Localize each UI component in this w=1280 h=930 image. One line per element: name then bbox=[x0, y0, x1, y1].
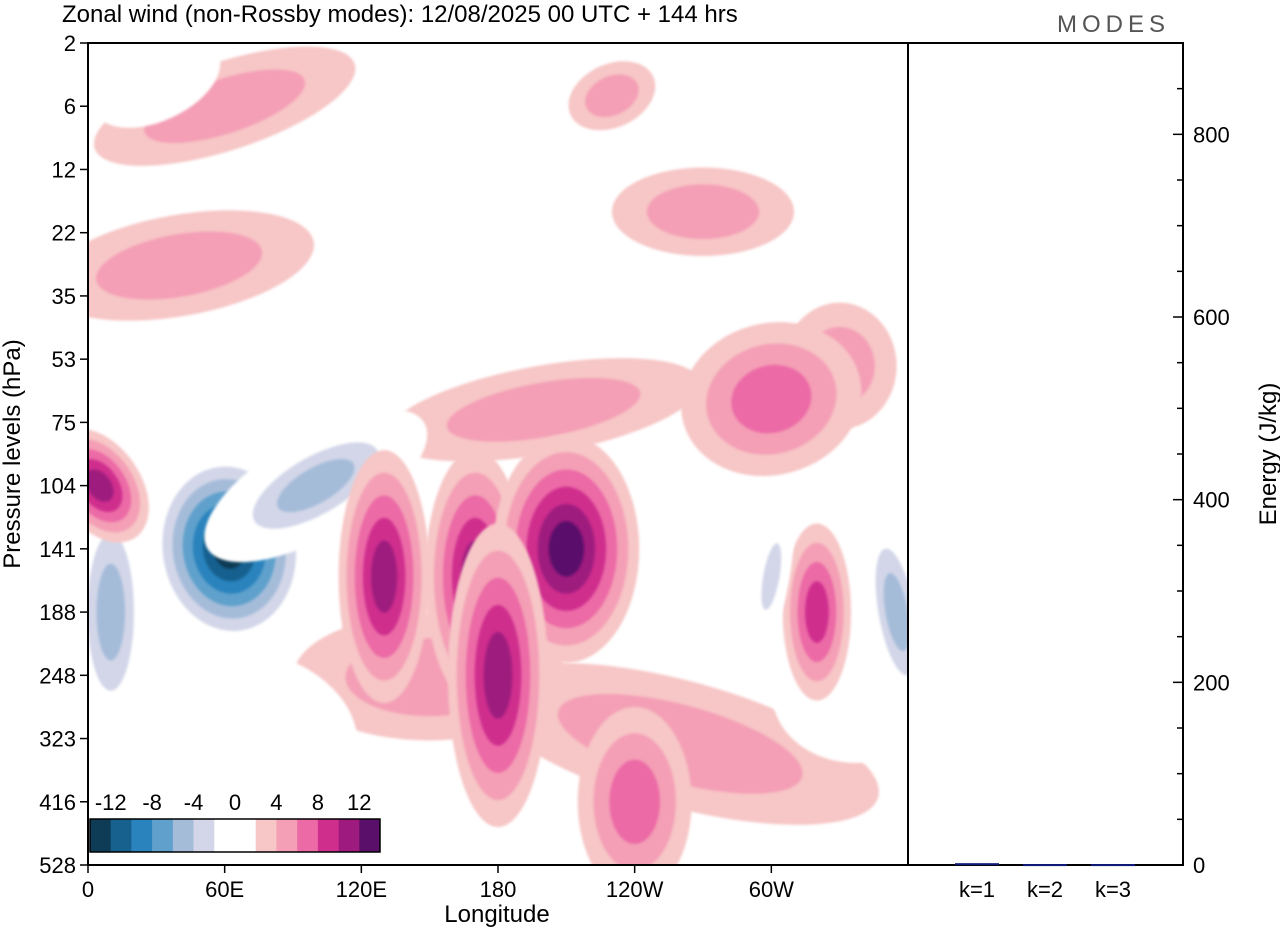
westerly-contour bbox=[96, 231, 263, 300]
westerly-contour bbox=[371, 540, 398, 613]
colorbar-swatch bbox=[317, 819, 339, 852]
westerly-contour bbox=[805, 581, 829, 643]
modes-logo: MODES bbox=[1057, 11, 1170, 38]
energy-tick-label: 200 bbox=[1193, 670, 1230, 695]
energy-axis: 0 200 400 600 800 bbox=[1173, 87, 1230, 878]
y-tick-label: 416 bbox=[39, 790, 76, 815]
y-tick-label: 12 bbox=[52, 157, 76, 182]
pressure-axis: 2 6 12 22 35 53 75 104 141 188 248 323 416 528 bbox=[39, 31, 88, 878]
colorbar-swatch bbox=[152, 819, 174, 852]
y-tick-label: 248 bbox=[39, 663, 76, 688]
x-tick-label: 60W bbox=[749, 877, 794, 902]
energy-category-label: k=1 bbox=[959, 877, 995, 902]
westerly-contour bbox=[646, 184, 760, 239]
colorbar-label: 8 bbox=[312, 790, 324, 815]
colorbar-label: 12 bbox=[347, 790, 371, 815]
easterly-contour bbox=[761, 543, 782, 610]
energy-tick-label: 800 bbox=[1193, 122, 1230, 147]
colorbar-swatch bbox=[338, 819, 360, 852]
colorbar-label: 4 bbox=[270, 790, 282, 815]
colorbar: -12 -8 -4 0 4 8 12 bbox=[89, 790, 381, 853]
westerly-contour bbox=[609, 759, 660, 844]
longitude-axis: 0 60E 120E 180 120W 60W bbox=[82, 865, 794, 902]
easterly-contour bbox=[96, 563, 126, 661]
westerly-contour bbox=[548, 521, 585, 577]
y-axis-label: Pressure levels (hPa) bbox=[0, 339, 26, 568]
westerly-contour bbox=[144, 69, 306, 143]
easterly-contour bbox=[414, 182, 491, 264]
colorbar-label: -12 bbox=[95, 790, 127, 815]
y-tick-label: 35 bbox=[52, 284, 76, 309]
energy-category-label: k=2 bbox=[1027, 877, 1063, 902]
colorbar-swatch bbox=[193, 819, 215, 852]
colorbar-swatch bbox=[276, 819, 298, 852]
y-tick-label: 53 bbox=[52, 347, 76, 372]
y-tick-label: 188 bbox=[39, 600, 76, 625]
westerly-contour bbox=[483, 631, 513, 719]
y-tick-label: 104 bbox=[39, 474, 76, 499]
westerly-contour bbox=[585, 74, 639, 117]
easterly-contour bbox=[116, 55, 196, 111]
y-tick-label: 22 bbox=[52, 221, 76, 246]
wind-contour-fields bbox=[88, 43, 908, 865]
x-tick-label: 120E bbox=[336, 877, 387, 902]
y-tick-label: 6 bbox=[64, 94, 76, 119]
energy-category-label: k=3 bbox=[1095, 877, 1131, 902]
energy-panel: k=1 k=2 k=3 0 200 400 600 800 Energy (J/kg) bbox=[907, 42, 1280, 902]
colorbar-swatch bbox=[131, 819, 153, 852]
easterly-contour bbox=[277, 459, 355, 513]
colorbar-label: 0 bbox=[229, 790, 241, 815]
westerly-contour bbox=[88, 469, 114, 502]
westerly-contour bbox=[446, 378, 641, 442]
colorbar-swatch bbox=[214, 819, 236, 852]
x-tick-label: 120W bbox=[606, 877, 664, 902]
colorbar-frame bbox=[89, 818, 381, 853]
colorbar-label: -4 bbox=[184, 790, 204, 815]
easterly-contour bbox=[333, 294, 526, 375]
colorbar-label: -8 bbox=[142, 790, 162, 815]
x-tick-label: 60E bbox=[205, 877, 244, 902]
energy-tick-label: 600 bbox=[1193, 305, 1230, 330]
energy-panel-frame bbox=[907, 42, 1184, 866]
colorbar-swatch bbox=[110, 819, 132, 852]
x-axis-label: Longitude bbox=[444, 901, 549, 928]
colorbar-swatch bbox=[90, 819, 112, 852]
y-tick-label: 323 bbox=[39, 727, 76, 752]
energy-bar bbox=[1023, 864, 1067, 867]
energy-bar bbox=[1091, 864, 1135, 867]
colorbar-swatch bbox=[235, 819, 257, 852]
x-tick-label: 0 bbox=[82, 877, 94, 902]
chart-title: Zonal wind (non-Rossby modes): 12/08/202… bbox=[62, 1, 738, 28]
easterly-contour bbox=[883, 573, 908, 652]
easterly-contour bbox=[101, 415, 212, 455]
colorbar-swatch bbox=[255, 819, 277, 852]
colorbar-swatch bbox=[359, 819, 381, 852]
y-tick-label: 528 bbox=[39, 853, 76, 878]
energy-tick-label: 0 bbox=[1193, 853, 1205, 878]
y-tick-label: 75 bbox=[52, 410, 76, 435]
heatmap-panel: 2 6 12 22 35 53 75 104 141 188 248 323 416 528 0 60E 12… bbox=[0, 31, 909, 928]
westerly-contour bbox=[731, 364, 812, 434]
easterly-contour bbox=[216, 678, 324, 764]
y-tick-label: 141 bbox=[39, 537, 76, 562]
energy-axis-label: Energy (J/kg) bbox=[1255, 383, 1280, 526]
energy-bar bbox=[955, 863, 999, 866]
x-tick-label: 180 bbox=[480, 877, 517, 902]
energy-bars: k=1 k=2 k=3 bbox=[955, 863, 1135, 902]
y-tick-label: 2 bbox=[64, 31, 76, 56]
colorbar-swatch bbox=[297, 819, 319, 852]
colorbar-swatch bbox=[172, 819, 194, 852]
energy-tick-label: 400 bbox=[1193, 488, 1230, 513]
